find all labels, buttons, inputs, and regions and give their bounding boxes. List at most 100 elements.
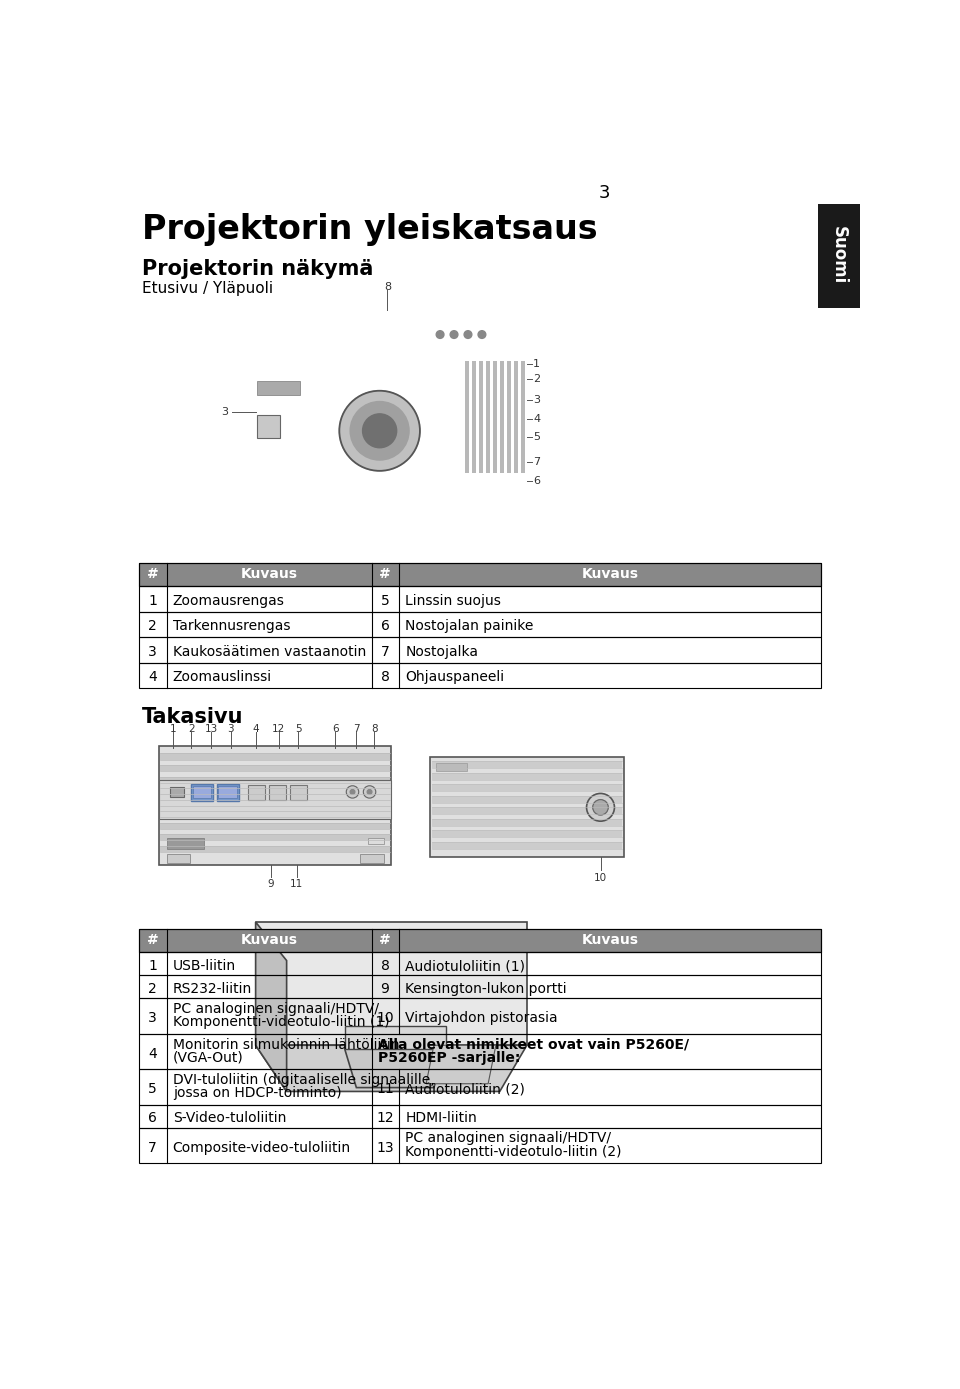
Bar bbox=[486, 361, 490, 474]
Text: Audiotuloliitin (1): Audiotuloliitin (1) bbox=[405, 958, 525, 974]
Bar bbox=[160, 835, 390, 840]
Bar bbox=[191, 785, 213, 801]
Text: Nostojalka: Nostojalka bbox=[405, 644, 478, 658]
Text: 3: 3 bbox=[148, 1011, 156, 1025]
Text: 8: 8 bbox=[380, 671, 390, 685]
Text: Projektorin yleiskatsaus: Projektorin yleiskatsaus bbox=[142, 213, 597, 246]
Text: 11: 11 bbox=[376, 1082, 394, 1096]
Polygon shape bbox=[255, 922, 287, 1092]
Text: #: # bbox=[379, 933, 391, 947]
Bar bbox=[139, 663, 822, 688]
Text: 6: 6 bbox=[380, 619, 390, 633]
Text: #: # bbox=[147, 933, 158, 947]
Text: Kaukosäätimen vastaanotin: Kaukosäätimen vastaanotin bbox=[173, 644, 366, 658]
Circle shape bbox=[347, 786, 359, 799]
Bar bbox=[436, 764, 468, 771]
Text: Takasivu: Takasivu bbox=[142, 707, 243, 728]
Bar bbox=[193, 786, 211, 799]
Bar bbox=[139, 563, 822, 586]
Text: DVI-tuloliitin (digitaaliselle signaalille,: DVI-tuloliitin (digitaaliselle signaalil… bbox=[173, 1072, 434, 1088]
Bar bbox=[432, 807, 622, 814]
Circle shape bbox=[587, 793, 614, 821]
Bar bbox=[139, 638, 822, 663]
Bar bbox=[139, 1070, 822, 1104]
Bar bbox=[432, 772, 622, 779]
Text: 3: 3 bbox=[533, 394, 540, 406]
Text: 11: 11 bbox=[290, 879, 303, 889]
Text: Monitorin silmukoinnin lähtöliitin: Monitorin silmukoinnin lähtöliitin bbox=[173, 1038, 399, 1051]
Bar bbox=[139, 1128, 822, 1163]
Circle shape bbox=[436, 331, 444, 339]
Bar bbox=[139, 975, 822, 999]
Text: Virtajohdon pistorasia: Virtajohdon pistorasia bbox=[405, 1011, 558, 1025]
Text: 3: 3 bbox=[148, 644, 156, 658]
Text: 3: 3 bbox=[599, 183, 611, 201]
Text: 6: 6 bbox=[148, 1111, 157, 1125]
Text: Tarkennusrengas: Tarkennusrengas bbox=[173, 619, 290, 633]
Text: Nostojalan painike: Nostojalan painike bbox=[405, 619, 534, 633]
Text: 4: 4 bbox=[148, 671, 156, 685]
Text: 1: 1 bbox=[148, 594, 157, 608]
Circle shape bbox=[368, 789, 372, 795]
Text: #: # bbox=[379, 567, 391, 581]
Text: Audiotuloliitin (2): Audiotuloliitin (2) bbox=[405, 1082, 525, 1096]
Bar bbox=[158, 781, 392, 820]
Text: 2: 2 bbox=[148, 619, 156, 633]
Polygon shape bbox=[345, 1049, 445, 1088]
Text: Projektorin näkymä: Projektorin näkymä bbox=[142, 260, 373, 279]
Bar bbox=[139, 929, 822, 951]
Bar bbox=[514, 361, 517, 474]
Text: #: # bbox=[147, 567, 158, 581]
Bar bbox=[139, 611, 822, 638]
Text: 1: 1 bbox=[533, 358, 540, 369]
Bar bbox=[520, 361, 524, 474]
Bar bbox=[139, 951, 822, 975]
Bar bbox=[160, 800, 390, 806]
Text: Zoomausrengas: Zoomausrengas bbox=[173, 594, 284, 608]
Bar bbox=[432, 761, 622, 768]
Text: PC analoginen signaali/HDTV/: PC analoginen signaali/HDTV/ bbox=[405, 1132, 612, 1146]
Bar bbox=[217, 785, 239, 801]
Text: 12: 12 bbox=[376, 1111, 394, 1125]
Text: 5: 5 bbox=[533, 432, 540, 442]
Text: 6: 6 bbox=[533, 476, 540, 486]
Bar bbox=[500, 361, 504, 474]
Bar bbox=[432, 796, 622, 803]
Bar bbox=[432, 785, 622, 792]
Text: jossa on HDCP-toiminto): jossa on HDCP-toiminto) bbox=[173, 1086, 342, 1100]
Bar bbox=[818, 204, 860, 307]
Bar bbox=[160, 846, 390, 851]
Bar bbox=[166, 838, 204, 849]
Bar bbox=[139, 1033, 822, 1070]
Text: 7: 7 bbox=[353, 724, 360, 735]
Bar bbox=[360, 853, 383, 863]
Bar bbox=[160, 753, 390, 760]
Circle shape bbox=[350, 789, 355, 795]
Text: 9: 9 bbox=[268, 879, 275, 889]
Bar bbox=[479, 361, 483, 474]
Text: 5: 5 bbox=[295, 724, 301, 735]
Text: Komponentti-videotulo-liitin (1): Komponentti-videotulo-liitin (1) bbox=[173, 1015, 390, 1029]
Bar bbox=[507, 361, 511, 474]
Bar bbox=[432, 831, 622, 838]
Bar bbox=[158, 746, 392, 865]
Text: Kuvaus: Kuvaus bbox=[582, 933, 638, 947]
Bar bbox=[432, 842, 622, 849]
Bar bbox=[219, 786, 237, 799]
Polygon shape bbox=[255, 922, 527, 1046]
Text: USB-liitin: USB-liitin bbox=[173, 958, 236, 974]
Text: 12: 12 bbox=[273, 724, 285, 735]
Text: 8: 8 bbox=[380, 958, 390, 974]
Text: 10: 10 bbox=[376, 1011, 394, 1025]
Text: 7: 7 bbox=[533, 457, 540, 467]
Text: Komponentti-videotulo-liitin (2): Komponentti-videotulo-liitin (2) bbox=[405, 1145, 622, 1158]
Bar bbox=[160, 788, 390, 795]
Circle shape bbox=[350, 401, 409, 460]
Bar bbox=[430, 757, 624, 857]
Text: Kuvaus: Kuvaus bbox=[240, 933, 298, 947]
Text: 13: 13 bbox=[204, 724, 218, 735]
Text: 13: 13 bbox=[376, 1140, 394, 1154]
Text: 3: 3 bbox=[221, 407, 228, 417]
Bar bbox=[139, 586, 822, 611]
Bar bbox=[432, 820, 622, 826]
